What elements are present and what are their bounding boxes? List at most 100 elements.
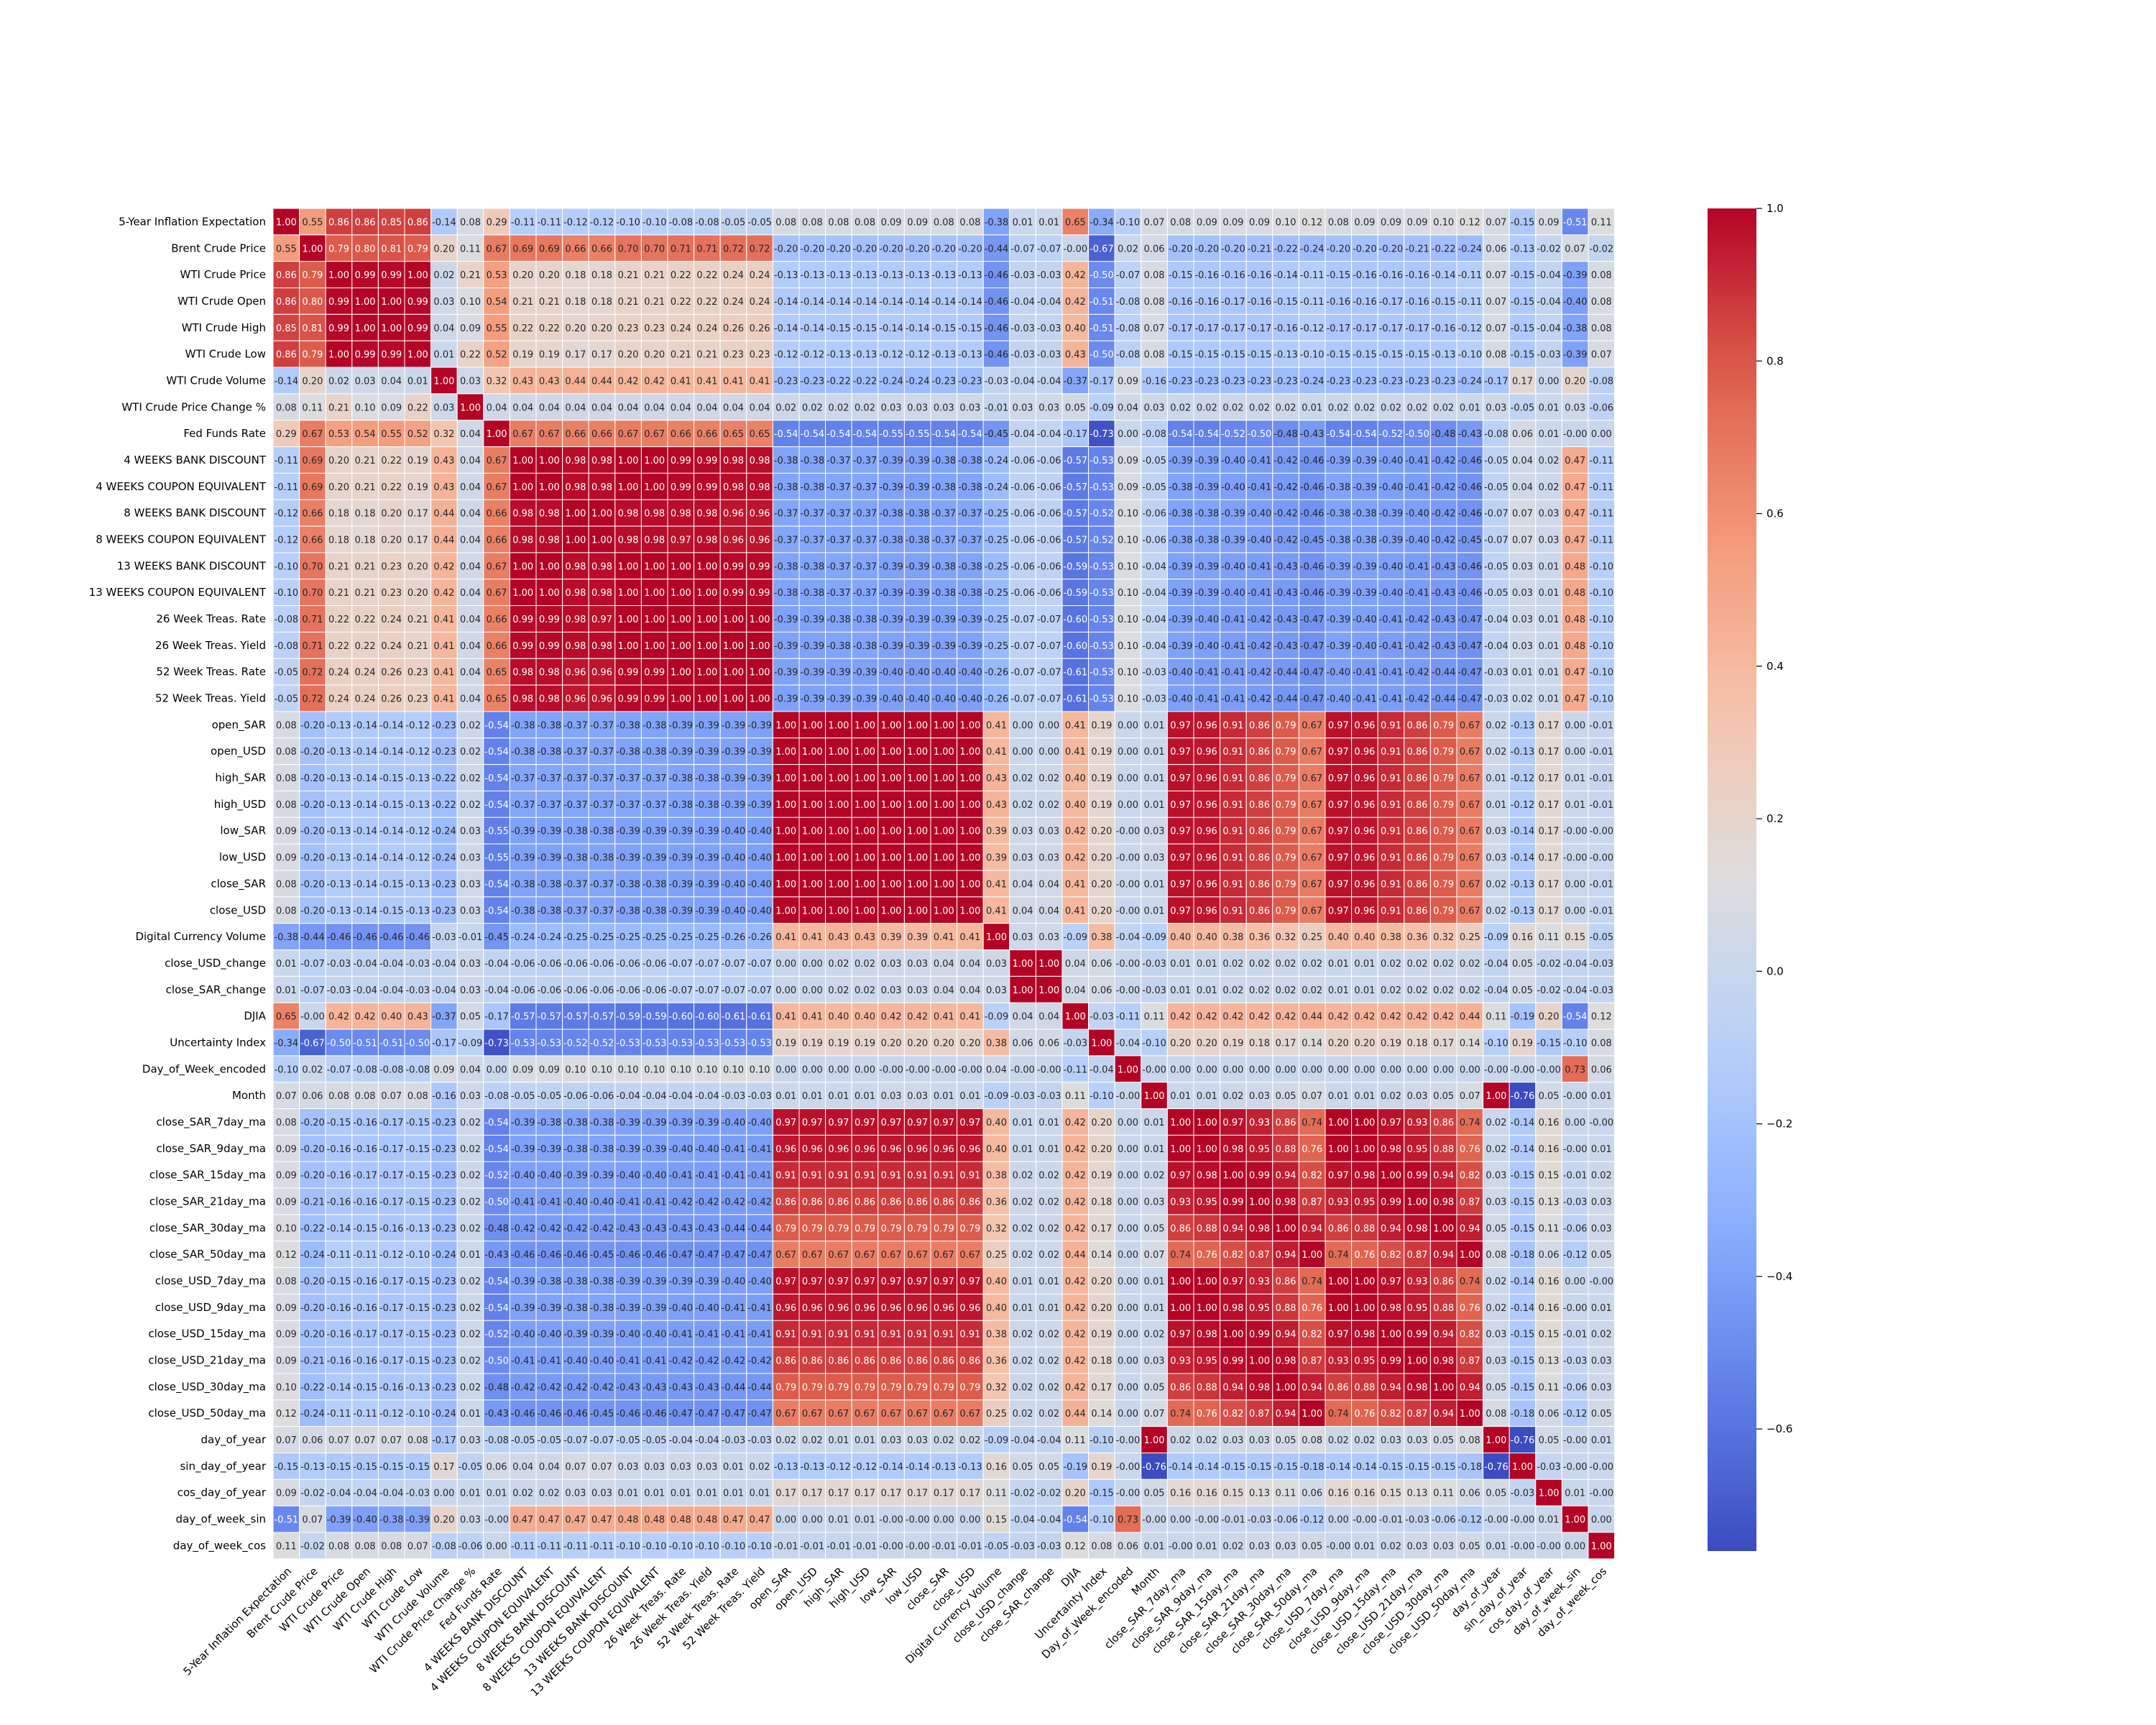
cell-value-label: 0.03 [1565,402,1585,413]
cell-value-label: 0.40 [986,1276,1007,1287]
cell-value-label: -0.13 [958,350,982,361]
cell-value-label: -0.10 [1116,217,1141,228]
cell-value-label: -0.39 [1326,641,1350,652]
cell-value-label: 0.96 [828,1144,849,1155]
cell-value-label: 0.07 [1565,244,1585,254]
cell-value-label: 0.29 [276,429,297,440]
cell-value-label: -0.42 [1248,668,1272,678]
cell-value-label: 0.12 [276,1250,297,1261]
cell-value-label: 1.00 [591,535,612,546]
cell-value-label: 0.09 [276,1330,297,1340]
cell-value-label: 0.67 [618,429,639,440]
cell-value-label: 0.91 [828,1171,849,1182]
cell-value-label: 0.03 [1038,853,1059,864]
cell-value-label: -0.57 [537,1012,561,1023]
cell-value-label: -0.04 [1142,588,1166,599]
cell-value-label: 0.00 [1118,1118,1138,1128]
cell-value-label: 0.03 [1013,853,1033,864]
cell-value-label: -0.39 [590,1330,614,1340]
cell-value-label: 0.05 [1485,1382,1506,1393]
cell-value-label: 0.10 [1118,615,1138,625]
cell-value-label: -0.39 [695,1118,719,1128]
cell-value-label: 0.08 [460,217,481,228]
cell-value-label: -0.41 [1248,588,1272,599]
cell-value-label: -0.20 [1379,244,1404,254]
cell-value-label: -0.41 [1379,615,1404,625]
cell-value-label: -0.39 [1353,456,1377,466]
cell-value-label: 0.10 [723,1064,744,1075]
cell-value-label: -0.40 [642,1171,667,1182]
cell-value-label: 0.23 [381,588,402,599]
cell-value-label: -0.23 [1221,376,1245,387]
cell-value-label: -0.39 [695,827,719,837]
cell-value-label: 0.18 [328,535,349,546]
cell-value-label: 1.00 [723,641,744,652]
cell-value-label: -0.41 [1248,456,1272,466]
cell-value-label: -0.13 [800,270,824,281]
cell-value-label: 0.86 [1249,827,1270,837]
cell-value-label: 0.17 [1539,853,1560,864]
cell-value-label: -0.16 [1221,270,1245,281]
cell-value-label: 0.02 [1038,1409,1059,1420]
cell-value-label: 0.01 [1144,879,1165,890]
cell-value-label: -0.40 [1405,509,1429,520]
cell-value-label: -0.23 [432,1330,456,1340]
cell-value-label: -0.14 [353,720,377,731]
cell-value-label: -0.39 [1194,482,1219,493]
cell-value-label: -0.11 [327,1409,351,1420]
cell-value-label: 0.18 [1091,1197,1112,1208]
cell-value-label: -0.47 [1457,615,1482,625]
cell-value-label: 0.01 [1460,402,1480,413]
cell-value-label: -0.41 [695,1330,719,1340]
cell-value-label: 0.91 [802,1330,823,1340]
cell-value-label: 0.79 [881,1223,902,1234]
cell-value-label: -0.42 [1405,615,1429,625]
cell-value-label: -0.10 [274,588,298,599]
cell-value-label: -0.10 [1589,668,1613,678]
cell-value-label: 0.03 [1485,1197,1506,1208]
cell-value-label: 0.43 [1065,350,1086,361]
cell-value-label: 0.00 [1013,720,1033,731]
cell-value-label: 0.02 [460,1276,481,1287]
cell-value-label: 1.00 [934,827,954,837]
cell-value-label: -0.37 [853,509,877,520]
cell-value-label: -0.11 [353,1250,377,1261]
cell-value-label: 0.12 [1460,217,1480,228]
cell-value-label: 0.41 [986,879,1007,890]
cell-value-label: 0.09 [1539,217,1560,228]
cell-value-label: -0.40 [695,1303,719,1314]
cell-value-label: 0.18 [591,297,612,308]
cell-value-label: -0.47 [1457,641,1482,652]
cell-value-label: -0.38 [931,588,956,599]
cell-value-label: -0.53 [1089,668,1114,678]
cell-value-label: 0.95 [1354,1356,1375,1367]
cell-value-label: 0.02 [1407,959,1428,970]
cell-value-label: -0.37 [853,588,877,599]
cell-value-label: 1.00 [565,509,586,520]
cell-value-label: -0.39 [537,827,561,837]
cell-value-label: -0.11 [274,456,298,466]
cell-value-label: 0.00 [1038,747,1059,758]
cell-value-label: -0.46 [985,350,1009,361]
cell-value-label: -0.38 [537,747,561,758]
cell-value-label: 0.72 [750,244,770,254]
cell-value-label: 1.00 [618,641,639,652]
cell-value-label: 1.00 [1433,1223,1454,1234]
cell-value-label: 0.01 [1539,402,1560,413]
cell-value-label: 0.42 [1065,1276,1086,1287]
cell-value-label: 0.97 [959,1118,980,1128]
cell-value-label: -0.20 [300,1330,325,1340]
heatmap-cell [746,234,773,262]
cell-value-label: 0.97 [1328,879,1349,890]
cell-value-label: 0.94 [1433,1171,1454,1182]
cell-value-label: -0.15 [379,800,404,811]
cell-value-label: 0.02 [1381,985,1401,996]
cell-value-label: -0.17 [1169,323,1193,334]
cell-value-label: -0.13 [327,906,351,916]
cell-value-label: -0.26 [722,932,746,943]
cell-value-label: 0.76 [1460,1303,1480,1314]
cell-value-label: 0.16 [1539,1276,1560,1287]
cell-value-label: 0.98 [539,535,560,546]
cell-value-label: -0.38 [511,720,535,731]
cell-value-label: 1.00 [723,694,744,705]
